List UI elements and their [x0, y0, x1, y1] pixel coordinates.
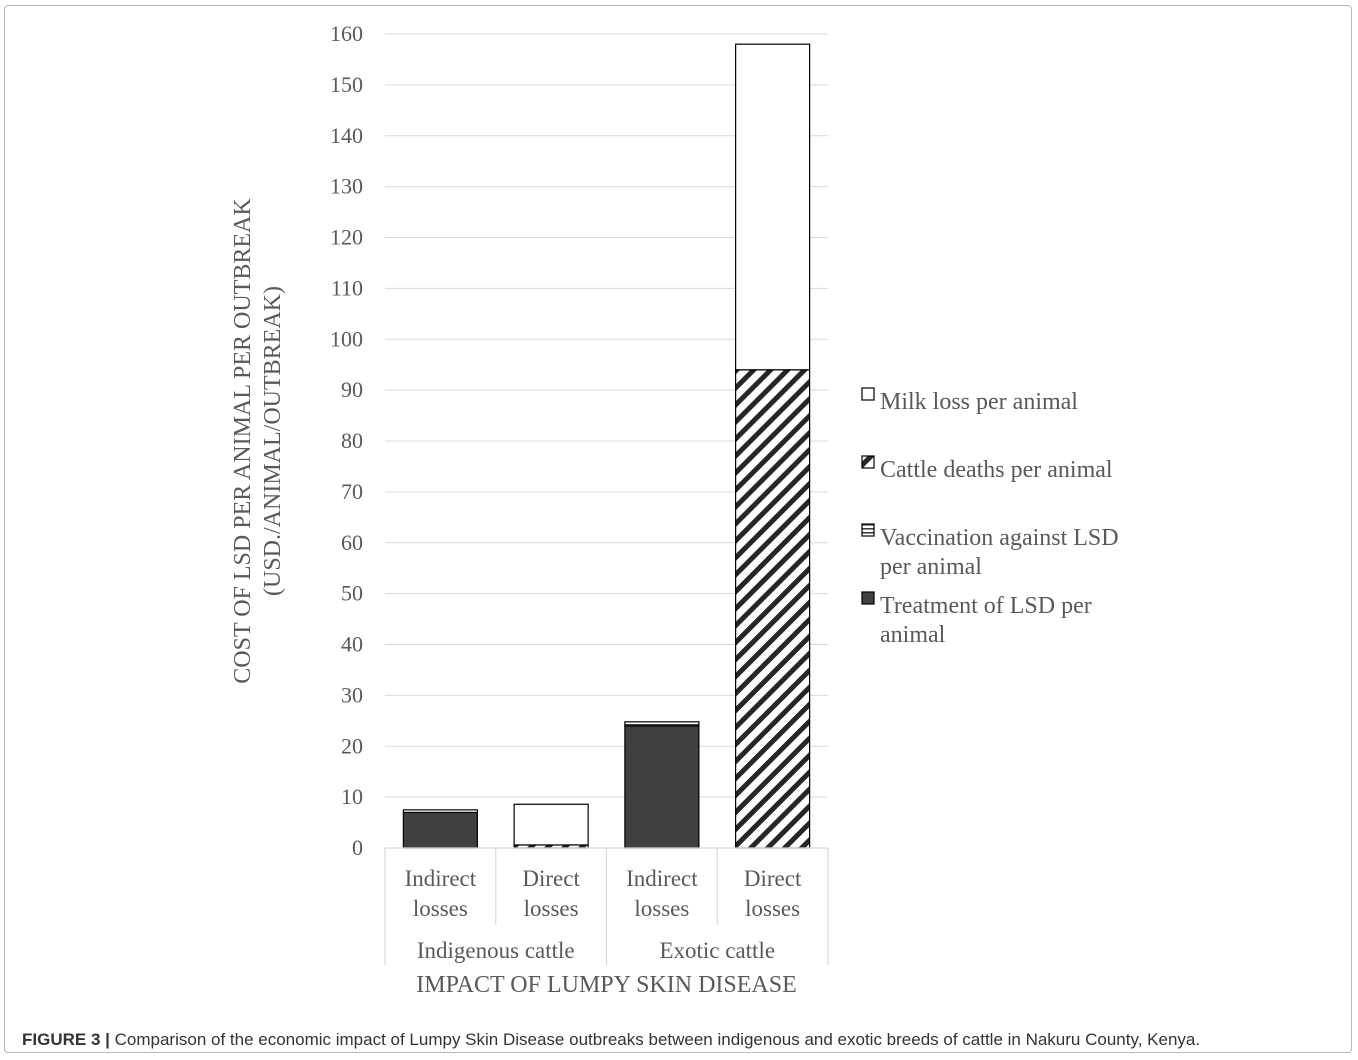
y-tick-label: 150	[330, 72, 363, 97]
legend-swatch	[861, 455, 875, 469]
bars	[402, 43, 811, 849]
x-category-label: Indirect	[405, 866, 477, 891]
y-tick-label: 20	[341, 733, 363, 758]
y-axis-title: COST OF LSD PER ANIMAL PER OUTBREAK	[230, 198, 256, 684]
caption-text: Comparison of the economic impact of Lum…	[114, 1030, 1201, 1049]
y-tick-label: 0	[352, 835, 363, 860]
y-tick-label: 90	[341, 377, 363, 402]
y-tick-label: 60	[341, 530, 363, 555]
x-axis-title: IMPACT OF LUMPY SKIN DISEASE	[416, 972, 797, 998]
y-tick-label: 140	[330, 123, 363, 148]
stacked-bar-chart: 0 10 20 30 40 50 60 70 80 90 100 110 120 130 140 150 160…	[230, 21, 1119, 998]
x-category-label: losses	[524, 896, 579, 921]
x-category-label: Direct	[744, 866, 802, 891]
x-group-label: Exotic cattle	[659, 938, 775, 963]
x-group-label: Indigenous cattle	[417, 938, 575, 963]
y-tick-label: 30	[341, 682, 363, 707]
legend: Milk loss per animal Cattle deaths per an…	[861, 387, 1119, 648]
legend-swatch	[861, 523, 875, 537]
legend-label: Cattle deaths per animal	[880, 457, 1113, 483]
legend-label: Treatment of LSD per	[880, 593, 1092, 619]
bar-segment	[735, 43, 811, 371]
legend-swatch	[861, 387, 875, 401]
x-axis: Indirect losses Direct losses Indirect losses…	[384, 847, 829, 965]
y-tick-label: 120	[330, 225, 363, 250]
y-tick-label: 160	[330, 21, 363, 46]
y-tick-label: 10	[341, 784, 363, 809]
y-tick-label: 50	[341, 581, 363, 606]
axis-titles: IMPACT OF LUMPY SKIN DISEASE COST OF LSD …	[230, 198, 797, 998]
bar-segment	[402, 811, 478, 849]
x-category-label: Indirect	[626, 866, 698, 891]
legend-label: per animal	[880, 554, 982, 580]
caption-label: FIGURE 3 |	[22, 1030, 110, 1049]
x-category-label: losses	[413, 896, 468, 921]
legend-label: Vaccination against LSD	[880, 525, 1119, 551]
y-tick-label: 80	[341, 428, 363, 453]
bar-segment	[735, 369, 811, 849]
legend-swatch	[861, 591, 875, 605]
y-axis-title: (USD./ANIMAL/OUTBREAK)	[260, 286, 286, 596]
y-axis-ticks: 0 10 20 30 40 50 60 70 80 90 100 110 120 130 140 150 160	[330, 21, 363, 860]
figure-frame	[4, 5, 1352, 1053]
bar-segment	[513, 803, 589, 846]
y-tick-label: 110	[331, 275, 363, 300]
y-tick-label: 70	[341, 479, 363, 504]
x-category-label: losses	[634, 896, 689, 921]
bar-segment	[402, 809, 478, 813]
y-tick-label: 40	[341, 632, 363, 657]
x-category-label: losses	[745, 896, 800, 921]
y-tick-label: 130	[330, 174, 363, 199]
bar-segment	[624, 725, 700, 849]
y-tick-label: 100	[330, 326, 363, 351]
figure-caption: FIGURE 3 | Comparison of the economic im…	[22, 1030, 1342, 1050]
x-category-label: Direct	[522, 866, 580, 891]
legend-label: animal	[880, 622, 946, 648]
legend-label: Milk loss per animal	[880, 389, 1078, 415]
bar-segment	[624, 721, 700, 727]
